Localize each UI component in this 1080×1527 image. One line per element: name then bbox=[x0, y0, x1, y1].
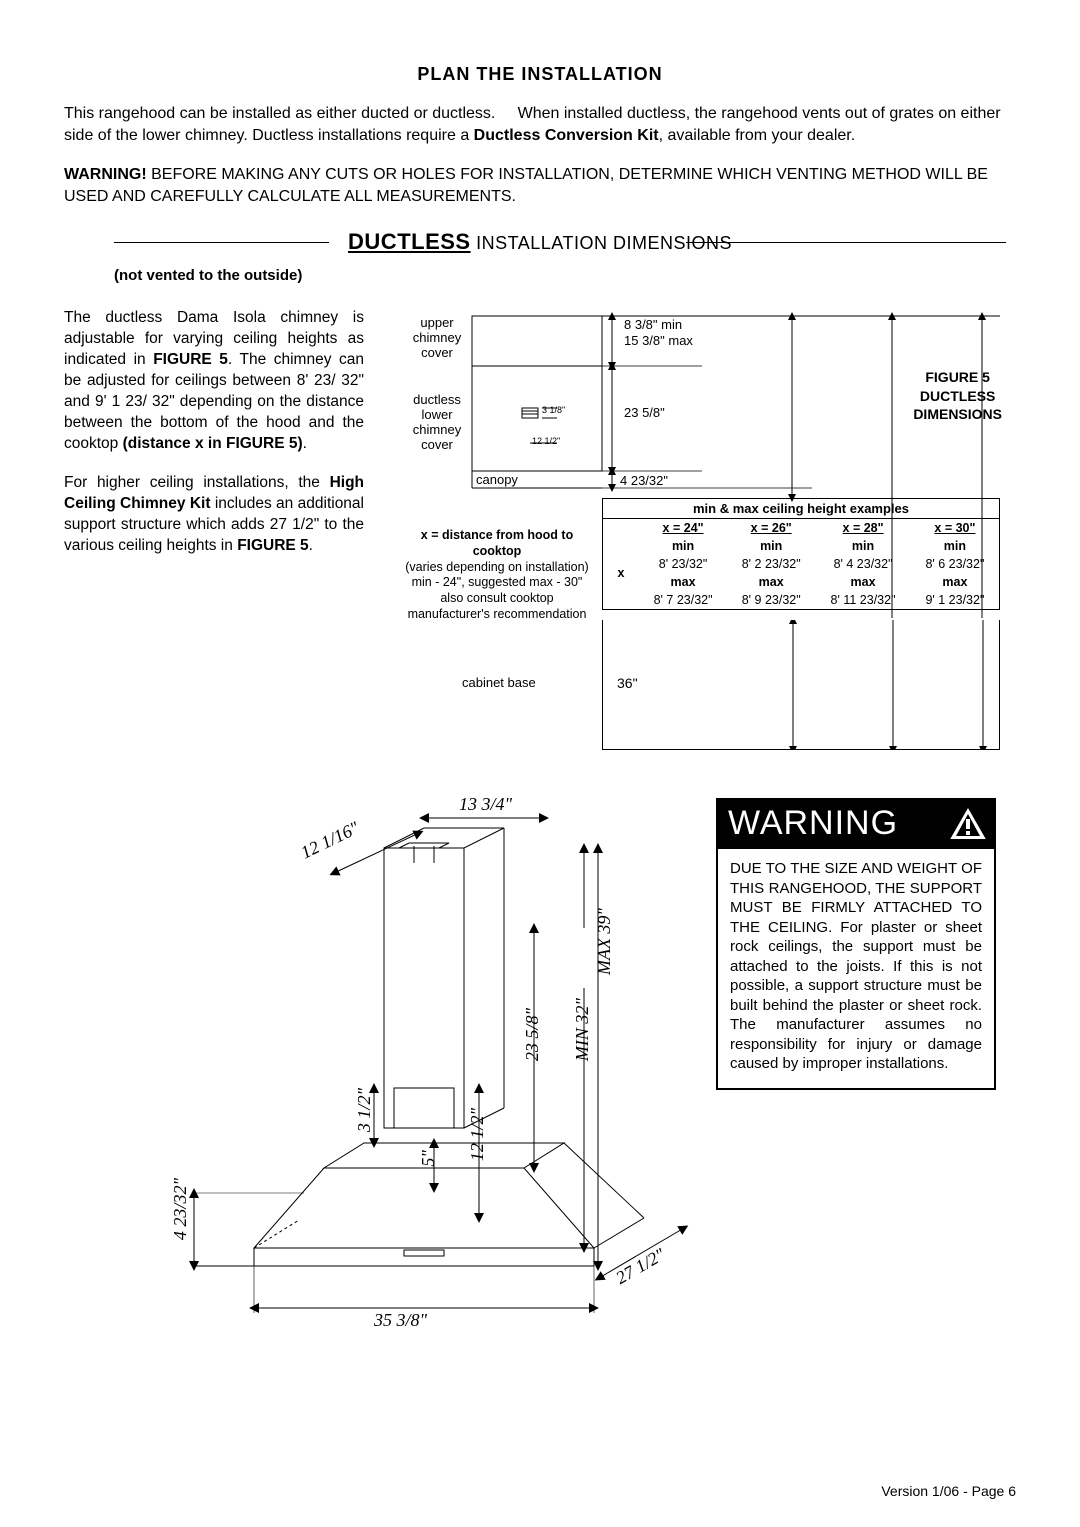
left-column-text: The ductless Dama Isola chimney is adjus… bbox=[64, 308, 364, 758]
ductless-word: DUCTLESS bbox=[348, 229, 471, 254]
cap-l3: DIMENSIONS bbox=[913, 406, 1002, 422]
ct-maxv0: 8' 7 23/32" bbox=[639, 591, 727, 609]
subtitle: (not vented to the outside) bbox=[114, 267, 1016, 284]
ct-minv2: 8' 4 23/32" bbox=[815, 555, 911, 573]
ct-maxv3: 9' 1 23/32" bbox=[911, 591, 999, 609]
dim-top-min: 8 3/8" min bbox=[624, 318, 682, 333]
intro-p2-bold: WARNING! bbox=[64, 166, 147, 183]
ct-min3: min bbox=[911, 537, 999, 555]
lower-section: 13 3/4" 12 1/16" MAX 39" MIN 32" 23 5/8"… bbox=[64, 788, 1016, 1388]
dim-13-3-4: 13 3/4" bbox=[459, 794, 512, 815]
cap-l1: FIGURE 5 bbox=[925, 369, 990, 385]
figure-5-note: x = distance from hood to cooktop (varie… bbox=[402, 528, 592, 622]
dim-min-32: MIN 32" bbox=[572, 998, 593, 1061]
dim-12-1-2: 12 1/2" bbox=[532, 436, 560, 446]
label-canopy: canopy bbox=[476, 473, 518, 488]
ct-min2: min bbox=[815, 537, 911, 555]
dim-3-1-2: 3 1/2" bbox=[354, 1088, 375, 1132]
ct-maxv1: 8' 9 23/32" bbox=[727, 591, 815, 609]
ct-max2: max bbox=[815, 573, 911, 591]
dim-top-max: 15 3/8" max bbox=[624, 334, 693, 349]
ct-col1: x = 26" bbox=[727, 519, 815, 537]
dim-mid: 23 5/8" bbox=[624, 406, 665, 421]
isometric-drawing: 13 3/4" 12 1/16" MAX 39" MIN 32" 23 5/8"… bbox=[124, 788, 714, 1358]
section-title: PLAN THE INSTALLATION bbox=[64, 64, 1016, 85]
ct-max0: max bbox=[639, 573, 727, 591]
lp1b2: (distance x in FIGURE 5) bbox=[123, 435, 303, 452]
ct-minv0: 8' 23/32" bbox=[639, 555, 727, 573]
warning-box: WARNING DUE TO THE SIZE AND WEIGHT OF TH… bbox=[716, 798, 996, 1090]
right-column-figure: upperchimneycover ductlesslowerchimneyco… bbox=[392, 308, 1016, 758]
ct-max1: max bbox=[727, 573, 815, 591]
dim-max-39: MAX 39" bbox=[594, 908, 615, 975]
intro-p1-bold: Ductless Conversion Kit bbox=[474, 127, 659, 144]
ceiling-table-title: min & max ceiling height examples bbox=[603, 499, 999, 519]
note-l4: also consult cooktop bbox=[440, 591, 553, 605]
rule-left bbox=[114, 242, 329, 243]
dim-23-5-8: 23 5/8" bbox=[522, 1008, 543, 1061]
ceiling-table-grid: x = 24" x = 26" x = 28" x = 30" x min mi… bbox=[603, 519, 999, 609]
intro-p1: This rangehood can be installed as eithe… bbox=[64, 103, 1016, 146]
note-l2: (varies depending on installation) bbox=[405, 560, 588, 574]
left-p1: The ductless Dama Isola chimney is adjus… bbox=[64, 308, 364, 454]
note-l3: min - 24", suggested max - 30" bbox=[412, 575, 583, 589]
ct-minv1: 8' 2 23/32" bbox=[727, 555, 815, 573]
cabinet-label: cabinet base bbox=[462, 675, 536, 690]
ct-xcol: x bbox=[603, 537, 639, 609]
ductless-header-text: DUCTLESS INSTALLATION DIMENSIONS bbox=[348, 229, 732, 255]
warning-header: WARNING bbox=[718, 800, 994, 849]
cabinet-base-row: cabinet base 36" bbox=[402, 620, 1000, 750]
intro-paragraphs: This rangehood can be installed as eithe… bbox=[64, 103, 1016, 207]
dim-35-3-8: 35 3/8" bbox=[374, 1310, 427, 1331]
cap-l2: DUCTLESS bbox=[920, 388, 995, 404]
intro-p2: WARNING! BEFORE MAKING ANY CUTS OR HOLES… bbox=[64, 164, 1016, 207]
ct-min1: min bbox=[727, 537, 815, 555]
intro-p2-text: BEFORE MAKING ANY CUTS OR HOLES FOR INST… bbox=[64, 166, 988, 205]
lp1c: . bbox=[303, 435, 307, 452]
two-column-section: The ductless Dama Isola chimney is adjus… bbox=[64, 308, 1016, 758]
warning-body: DUE TO THE SIZE AND WEIGHT OF THIS RANGE… bbox=[718, 849, 994, 1088]
cabinet-box bbox=[602, 620, 1000, 750]
cabinet-svg bbox=[603, 620, 1001, 750]
dim-5: 5" bbox=[418, 1150, 439, 1167]
figure-5: upperchimneycover ductlesslowerchimneyco… bbox=[402, 308, 1002, 758]
warning-triangle-icon bbox=[950, 808, 986, 840]
ct-min0: min bbox=[639, 537, 727, 555]
intro-p1c: , available from your dealer. bbox=[659, 127, 856, 144]
ductless-header: DUCTLESS INSTALLATION DIMENSIONS bbox=[64, 229, 1016, 255]
figure-5-caption: FIGURE 5 DUCTLESS DIMENSIONS bbox=[913, 368, 1002, 423]
dim-3-1-8: 3 1/8" bbox=[542, 405, 565, 415]
ct-col3: x = 30" bbox=[911, 519, 999, 537]
ct-max3: max bbox=[911, 573, 999, 591]
lp2a: For higher ceiling installations, the bbox=[64, 474, 330, 491]
warning-title: WARNING bbox=[728, 804, 898, 843]
note-l5: manufacturer's recommendation bbox=[408, 607, 587, 621]
lp2c: . bbox=[309, 537, 313, 554]
label-lower-chimney: ductlesslowerchimneycover bbox=[407, 393, 467, 453]
dim-canopy: 4 23/32" bbox=[620, 474, 668, 489]
page-footer: Version 1/06 - Page 6 bbox=[881, 1483, 1016, 1499]
rule-right bbox=[686, 242, 1006, 243]
lp2b2: FIGURE 5 bbox=[237, 537, 308, 554]
ct-minv3: 8' 6 23/32" bbox=[911, 555, 999, 573]
left-p2: For higher ceiling installations, the Hi… bbox=[64, 473, 364, 557]
intro-p1a: This rangehood can be installed as eithe… bbox=[64, 105, 495, 122]
dim-4-23-32: 4 23/32" bbox=[170, 1178, 191, 1240]
lp1b1: FIGURE 5 bbox=[153, 351, 228, 368]
note-bold: x = distance from hood to cooktop bbox=[421, 528, 573, 558]
ceiling-height-table: min & max ceiling height examples x = 24… bbox=[602, 498, 1000, 610]
ductless-rest: INSTALLATION DIMENSIONS bbox=[471, 233, 732, 253]
ct-col2: x = 28" bbox=[815, 519, 911, 537]
label-upper-chimney: upperchimneycover bbox=[407, 316, 467, 361]
cabinet-val: 36" bbox=[617, 675, 638, 691]
ct-col0: x = 24" bbox=[639, 519, 727, 537]
ct-maxv2: 8' 11 23/32" bbox=[815, 591, 911, 609]
dim-12-1-2b: 12 1/2" bbox=[467, 1108, 488, 1161]
